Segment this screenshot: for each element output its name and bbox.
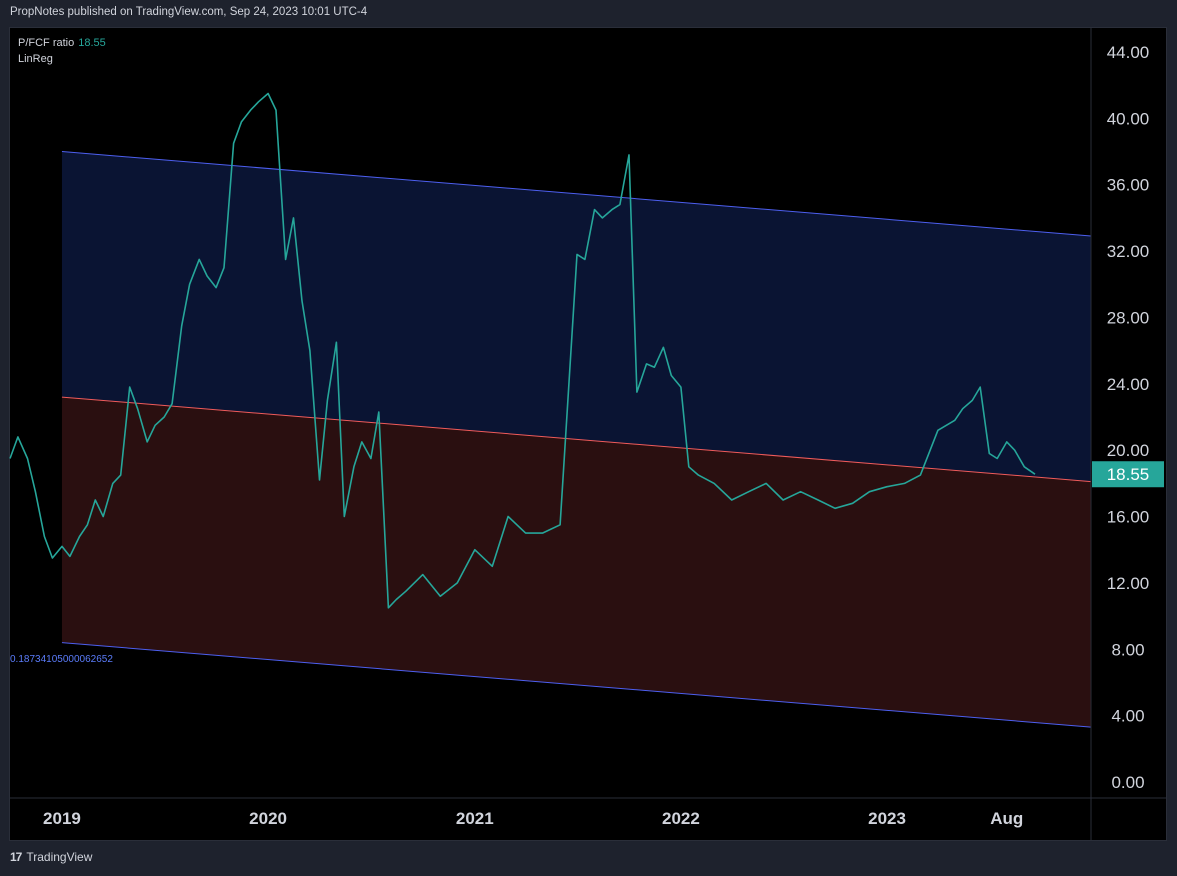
tradingview-brand: TradingView [26,850,93,864]
series-line-group [9,92,1036,609]
y-tick-label: 28.00 [1107,308,1150,327]
y-tick-label: 44.00 [1107,43,1150,62]
y-tick-label: 0.00 [1111,773,1144,792]
x-tick-label: 2022 [662,809,700,828]
linreg-channel [61,151,1092,728]
legend-indicator: LinReg [18,53,53,65]
x-tick-label: 2021 [456,809,494,828]
x-tick-label: 2020 [249,809,287,828]
publish-header: PropNotes published on TradingView.com, … [10,6,368,18]
y-tick-label: 12.00 [1107,574,1150,593]
y-tick-label: 40.00 [1107,109,1150,128]
price-axis: 44.00 40.00 36.00 32.00 28.00 24.00 20.00 16.00… [1090,28,1164,840]
legend-series-value: 18.55 [78,37,106,49]
x-tick-label: 2023 [868,809,906,828]
y-tick-label: 24.00 [1107,375,1150,394]
y-tick-label: 8.00 [1111,640,1144,659]
last-value-label: 18.55 [1107,465,1150,484]
chart-legend: P/FCF ratio 18.55 LinReg [18,35,106,67]
upper-channel-fill [61,151,1091,482]
last-value-badge [1092,461,1164,488]
time-axis: 2019 2020 2021 2022 2023 Aug [10,797,1167,828]
x-tick-label: 2019 [43,809,81,828]
regression-mid-line [61,396,1092,483]
x-tick-label: Aug [990,809,1023,828]
lower-channel-line [61,642,1092,728]
legend-series-name: P/FCF ratio [18,37,75,49]
tradingview-logo-icon: 17 [10,850,22,864]
upper-channel-line [61,151,1092,237]
y-tick-label: 4.00 [1111,707,1144,726]
y-tick-label: 16.00 [1107,508,1150,527]
footer[interactable]: 17 TradingView [10,850,92,864]
y-tick-label: 20.00 [1107,441,1150,460]
y-tick-label: 36.00 [1107,176,1150,195]
series-line [9,92,1036,609]
regression-value-label: 0.18734105000062652 [10,654,113,665]
y-tick-label: 32.00 [1107,242,1150,261]
